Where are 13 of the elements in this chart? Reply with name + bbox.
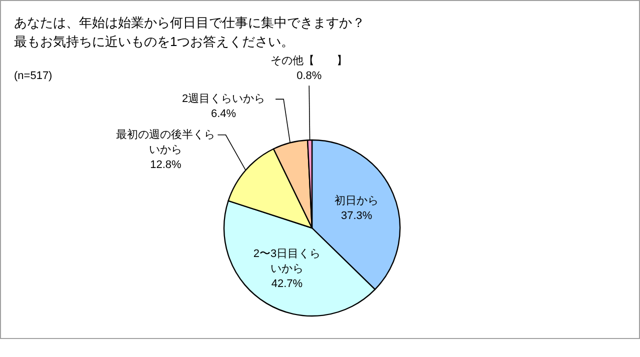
- data-label: 6.4%: [211, 108, 236, 120]
- text: (n=517): [14, 70, 52, 82]
- data-label: 37.3%: [340, 210, 372, 222]
- slice-label: 2週目くらいから: [182, 93, 266, 106]
- data-label: 0.8%: [296, 70, 322, 82]
- slice-label: その他【 】: [270, 54, 348, 67]
- slice-label: 初日から: [334, 195, 379, 208]
- slice-label: 最初の週の後半くらいから: [116, 128, 216, 156]
- slice-label: 2〜3日目くらいから: [253, 248, 321, 275]
- data-label: 42.7%: [271, 278, 303, 290]
- chart-title: あなたは、年始は始業から何日目で仕事に集中できますか？: [14, 14, 365, 32]
- data-label: 12.8%: [150, 158, 182, 171]
- chart-subtitle: 最もお気持ちに近いものを1つお答えください。: [14, 33, 294, 51]
